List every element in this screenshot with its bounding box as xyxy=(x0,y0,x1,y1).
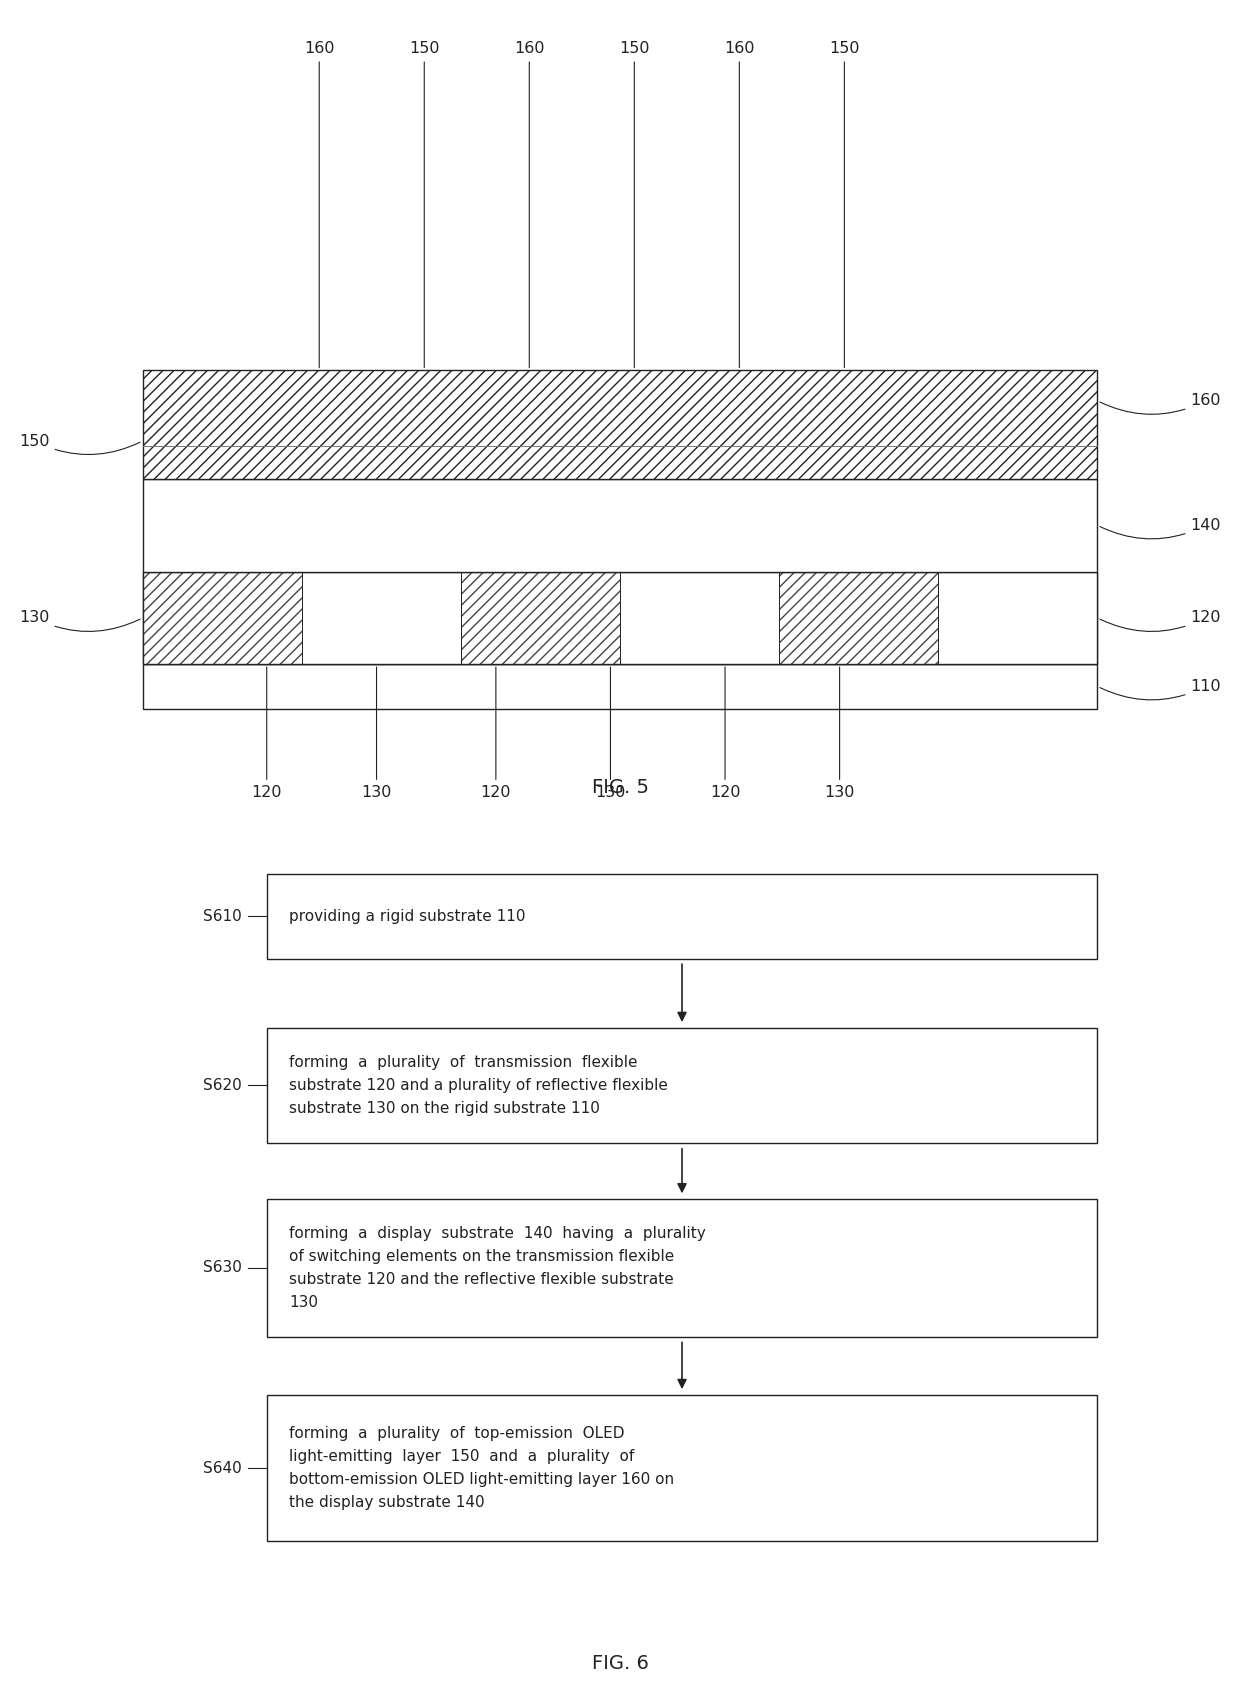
Text: 120: 120 xyxy=(252,668,281,800)
Text: 130: 130 xyxy=(20,610,140,632)
Text: 120: 120 xyxy=(1100,610,1221,632)
Bar xyxy=(301,571,461,664)
Bar xyxy=(267,1198,1097,1337)
Text: providing a rigid substrate 110: providing a rigid substrate 110 xyxy=(289,909,526,924)
Text: 150: 150 xyxy=(830,41,859,368)
Text: forming  a  display  substrate  140  having  a  plurality: forming a display substrate 140 having a… xyxy=(289,1225,706,1241)
Text: forming  a  plurality  of  top-emission  OLED: forming a plurality of top-emission OLED xyxy=(289,1425,625,1441)
Text: 130: 130 xyxy=(289,1295,317,1310)
Text: substrate 120 and the reflective flexible substrate: substrate 120 and the reflective flexibl… xyxy=(289,1271,673,1287)
Bar xyxy=(143,571,1097,664)
Text: 130: 130 xyxy=(595,668,626,800)
Text: light-emitting  layer  150  and  a  plurality  of: light-emitting layer 150 and a plurality… xyxy=(289,1449,634,1464)
Bar xyxy=(143,480,1097,571)
Bar xyxy=(267,1395,1097,1541)
Text: 150: 150 xyxy=(619,41,650,368)
Bar xyxy=(267,875,1097,959)
Bar xyxy=(461,571,620,664)
Bar xyxy=(143,664,1097,709)
Text: substrate 120 and a plurality of reflective flexible: substrate 120 and a plurality of reflect… xyxy=(289,1078,668,1093)
Bar xyxy=(267,1027,1097,1142)
Text: 120: 120 xyxy=(481,668,511,800)
Text: FIG. 5: FIG. 5 xyxy=(591,778,649,797)
Text: S610: S610 xyxy=(203,909,242,924)
Text: S640: S640 xyxy=(203,1461,242,1476)
Bar xyxy=(939,571,1097,664)
Text: 120: 120 xyxy=(709,668,740,800)
Text: the display substrate 140: the display substrate 140 xyxy=(289,1495,485,1510)
Text: of switching elements on the transmission flexible: of switching elements on the transmissio… xyxy=(289,1249,675,1264)
Text: 160: 160 xyxy=(1100,393,1221,414)
Text: 160: 160 xyxy=(724,41,755,368)
Text: FIG. 6: FIG. 6 xyxy=(591,1654,649,1673)
Text: substrate 130 on the rigid substrate 110: substrate 130 on the rigid substrate 110 xyxy=(289,1102,600,1115)
Text: 160: 160 xyxy=(515,41,544,368)
Text: 130: 130 xyxy=(825,668,854,800)
Bar xyxy=(143,571,1097,664)
Text: 150: 150 xyxy=(409,41,439,368)
Text: S630: S630 xyxy=(203,1261,242,1275)
Text: bottom-emission OLED light-emitting layer 160 on: bottom-emission OLED light-emitting laye… xyxy=(289,1473,675,1487)
Bar xyxy=(779,571,939,664)
Text: 130: 130 xyxy=(361,668,392,800)
Bar xyxy=(143,371,1097,480)
Text: 150: 150 xyxy=(19,434,140,454)
Bar xyxy=(143,571,301,664)
Text: 160: 160 xyxy=(304,41,335,368)
Text: 110: 110 xyxy=(1100,680,1221,700)
Bar xyxy=(620,571,779,664)
Text: S620: S620 xyxy=(203,1078,242,1093)
Text: forming  a  plurality  of  transmission  flexible: forming a plurality of transmission flex… xyxy=(289,1054,637,1070)
Text: 140: 140 xyxy=(1100,519,1221,539)
